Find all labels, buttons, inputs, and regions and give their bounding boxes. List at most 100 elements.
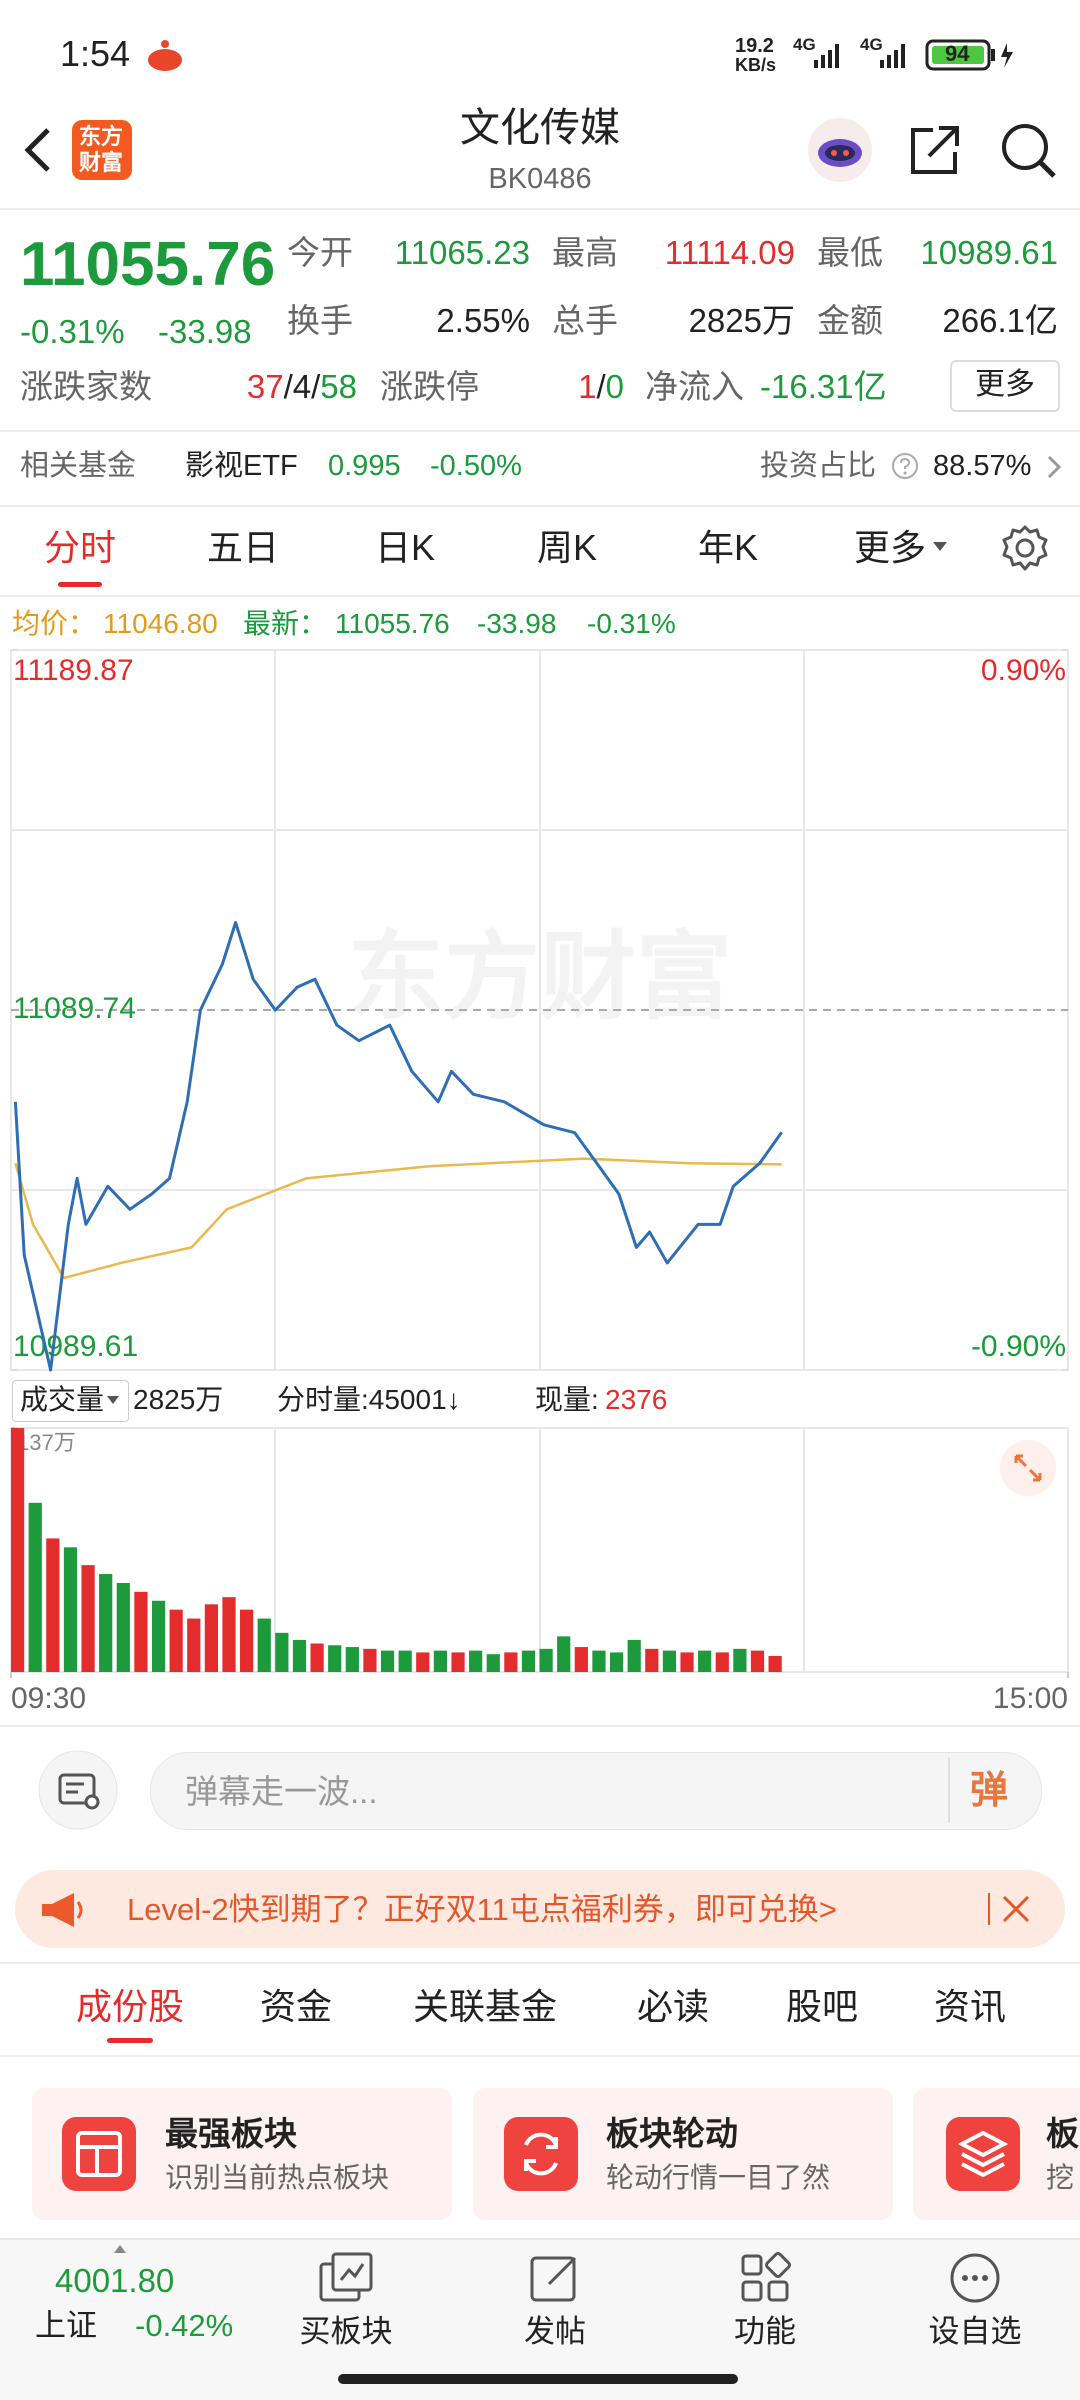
current-volume: 2376 <box>605 1384 668 1415</box>
logo-text: 东方 <box>79 124 124 149</box>
section-tab[interactable]: 资金 <box>259 1986 333 2027</box>
volume-bar <box>328 1645 342 1672</box>
index-change[interactable]: -0.42% <box>135 2308 234 2343</box>
fund-price: 0.995 <box>328 450 401 482</box>
nav-label[interactable]: 设自选 <box>928 2314 1022 2349</box>
share-button[interactable] <box>905 120 965 180</box>
board-code: BK0486 <box>488 163 592 195</box>
y-tick-label: 11089.74 <box>13 992 136 1025</box>
chart-tab[interactable]: 日K <box>374 527 436 568</box>
last-price: 11055.76 <box>20 230 276 299</box>
index-value[interactable]: 4001.80 <box>55 2262 175 2299</box>
status-network: 4G <box>793 35 816 54</box>
volume-bar <box>345 1647 359 1672</box>
promo-banner[interactable] <box>15 1870 1065 1948</box>
limit-sep: / <box>596 368 606 405</box>
section-tab[interactable]: 成份股 <box>75 1986 185 2027</box>
rising-count: 37 <box>246 368 284 405</box>
volume-bar <box>151 1600 166 1672</box>
flat-count: /4/ <box>283 368 321 405</box>
chart-tab[interactable]: 五日 <box>206 527 280 568</box>
limit-up: 1 <box>578 368 597 405</box>
card-title[interactable]: 板块轮动 <box>606 2115 738 2152</box>
volume-bar <box>486 1654 500 1672</box>
nav-icon[interactable] <box>737 2250 793 2306</box>
danmu-placeholder[interactable]: 弹幕走一波... <box>185 1773 378 1810</box>
status-network: 4G <box>860 35 883 54</box>
divider <box>0 505 1080 507</box>
nav-icon[interactable] <box>947 2250 1003 2306</box>
inflow-value: -16.31亿 <box>760 368 887 405</box>
section-tab[interactable]: 必读 <box>636 1986 710 2027</box>
volume-bar <box>521 1650 536 1672</box>
help-icon[interactable] <box>890 451 920 481</box>
search-button[interactable] <box>998 120 1060 182</box>
section-tab[interactable]: 资讯 <box>933 1986 1007 2027</box>
danmu-send[interactable]: 弹 <box>970 1770 1009 1812</box>
ratio-label: 投资占比 <box>760 450 877 482</box>
limit-label: 涨跌停 <box>380 368 479 405</box>
volume-bar <box>292 1639 307 1672</box>
volume-bar <box>469 1650 483 1672</box>
volume-label[interactable]: 成交量 <box>20 1384 105 1415</box>
chart-tab[interactable]: 周K <box>536 527 598 568</box>
nav-icon[interactable] <box>315 2250 377 2306</box>
volume-bar <box>28 1502 42 1672</box>
volume-selector[interactable] <box>12 1380 129 1422</box>
card-title[interactable]: 最强板块 <box>165 2115 297 2152</box>
divider <box>948 1757 950 1823</box>
expand-button[interactable] <box>998 1438 1058 1498</box>
card-icon <box>504 2117 578 2191</box>
y-tick-label: 10989.61 <box>13 1330 138 1363</box>
chart-tab[interactable]: 年K <box>697 527 759 568</box>
assistant-avatar[interactable] <box>805 115 875 185</box>
volume-bar <box>574 1647 588 1672</box>
danmu-settings[interactable] <box>38 1750 118 1830</box>
volume-bar <box>275 1632 289 1672</box>
nav-label[interactable]: 发帖 <box>524 2314 586 2349</box>
volume-bar <box>768 1655 782 1672</box>
volume-bar <box>380 1650 395 1672</box>
card-subtitle[interactable]: 轮动行情一目了然 <box>606 2162 831 2193</box>
tab-indicator <box>58 582 102 587</box>
more-button[interactable] <box>950 360 1060 412</box>
settings-button[interactable] <box>1000 523 1050 573</box>
index-name[interactable]: 上证 <box>35 2308 97 2343</box>
banner-text[interactable]: Level-2快到期了？正好双11屯点福利券，即可兑换> <box>127 1892 837 1927</box>
volume-bar <box>257 1618 271 1672</box>
volume-bar <box>451 1652 465 1672</box>
section-tab[interactable]: 股吧 <box>785 1986 859 2027</box>
volume-bar <box>134 1591 148 1672</box>
chart-tab[interactable]: 更多 <box>853 527 927 568</box>
volume-bar <box>539 1648 553 1672</box>
volume-bar <box>715 1652 729 1672</box>
stat-label: 最高 <box>552 234 618 271</box>
back-button[interactable] <box>18 125 58 175</box>
card-subtitle[interactable]: 识别当前热点板块 <box>165 2162 390 2193</box>
volume-bar <box>398 1650 412 1672</box>
volume-bar <box>63 1547 78 1672</box>
section-tab[interactable]: 关联基金 <box>412 1986 558 2027</box>
stat-value: 2825万 <box>688 302 795 339</box>
volume-bar <box>363 1648 377 1672</box>
card-title[interactable]: 板 <box>1046 2115 1079 2152</box>
divider <box>0 430 1080 432</box>
nav-label[interactable]: 买板块 <box>299 2314 393 2349</box>
stat-label: 换手 <box>287 302 353 339</box>
stat-value: 2.55% <box>436 302 530 339</box>
divider <box>0 595 1080 597</box>
stat-value: 11114.09 <box>664 234 795 271</box>
average-line <box>14 1157 782 1280</box>
nav-label[interactable]: 功能 <box>734 2314 796 2349</box>
card-subtitle[interactable]: 挖 <box>1046 2162 1075 2193</box>
close-banner[interactable] <box>1000 1893 1032 1925</box>
chart-tab[interactable]: 分时 <box>43 527 117 568</box>
limit-down: 0 <box>605 368 624 405</box>
change: -33.98 <box>158 313 252 350</box>
fund-name[interactable]: 影视ETF <box>185 450 298 482</box>
danmu-input[interactable] <box>150 1752 1042 1830</box>
nav-icon[interactable] <box>527 2250 583 2306</box>
stat-label: 最低 <box>817 234 883 271</box>
volume-bar <box>557 1636 571 1672</box>
more-button-label[interactable]: 更多 <box>975 368 1035 401</box>
